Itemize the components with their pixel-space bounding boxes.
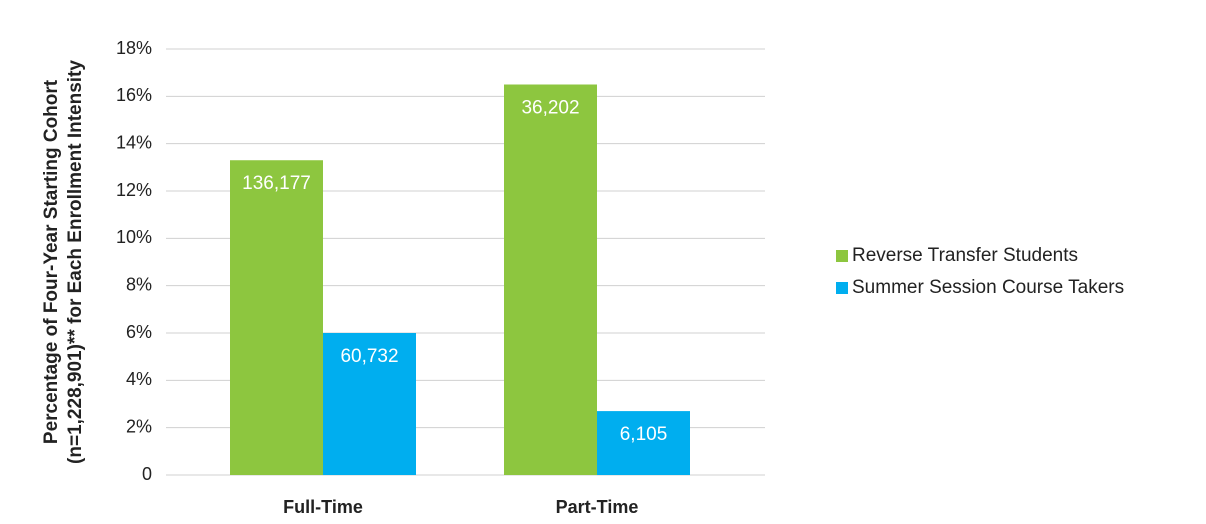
y-tick-label: 4%: [126, 369, 152, 389]
bar: [504, 84, 597, 475]
bar-count-label: 60,732: [340, 346, 398, 367]
y-tick-label: 18%: [116, 38, 152, 58]
y-tick-label: 6%: [126, 322, 152, 342]
bar: [230, 160, 323, 475]
y-tick-label: 10%: [116, 227, 152, 247]
legend-label: Reverse Transfer Students: [852, 245, 1078, 266]
bar: [597, 411, 690, 475]
bar: [323, 333, 416, 475]
y-tick-label: 16%: [116, 85, 152, 105]
y-tick-label: 12%: [116, 180, 152, 200]
legend-swatch: [836, 250, 848, 262]
x-tick-label: Part-Time: [556, 497, 639, 517]
y-tick-label: 2%: [126, 416, 152, 436]
legend-swatch: [836, 282, 848, 294]
bar-count-label: 136,177: [242, 173, 311, 194]
y-tick-label: 0: [142, 464, 152, 484]
y-axis-title: Percentage of Four-Year Starting Cohort: [41, 79, 62, 444]
y-tick-label: 8%: [126, 274, 152, 294]
bar-count-label: 6,105: [620, 424, 668, 445]
y-tick-label: 14%: [116, 132, 152, 152]
bar-count-label: 36,202: [521, 98, 579, 119]
legend-label: Summer Session Course Takers: [852, 277, 1124, 298]
y-axis-title: (n=1,228,901)** for Each Enrollment Inte…: [65, 60, 86, 464]
x-tick-label: Full-Time: [283, 497, 363, 517]
